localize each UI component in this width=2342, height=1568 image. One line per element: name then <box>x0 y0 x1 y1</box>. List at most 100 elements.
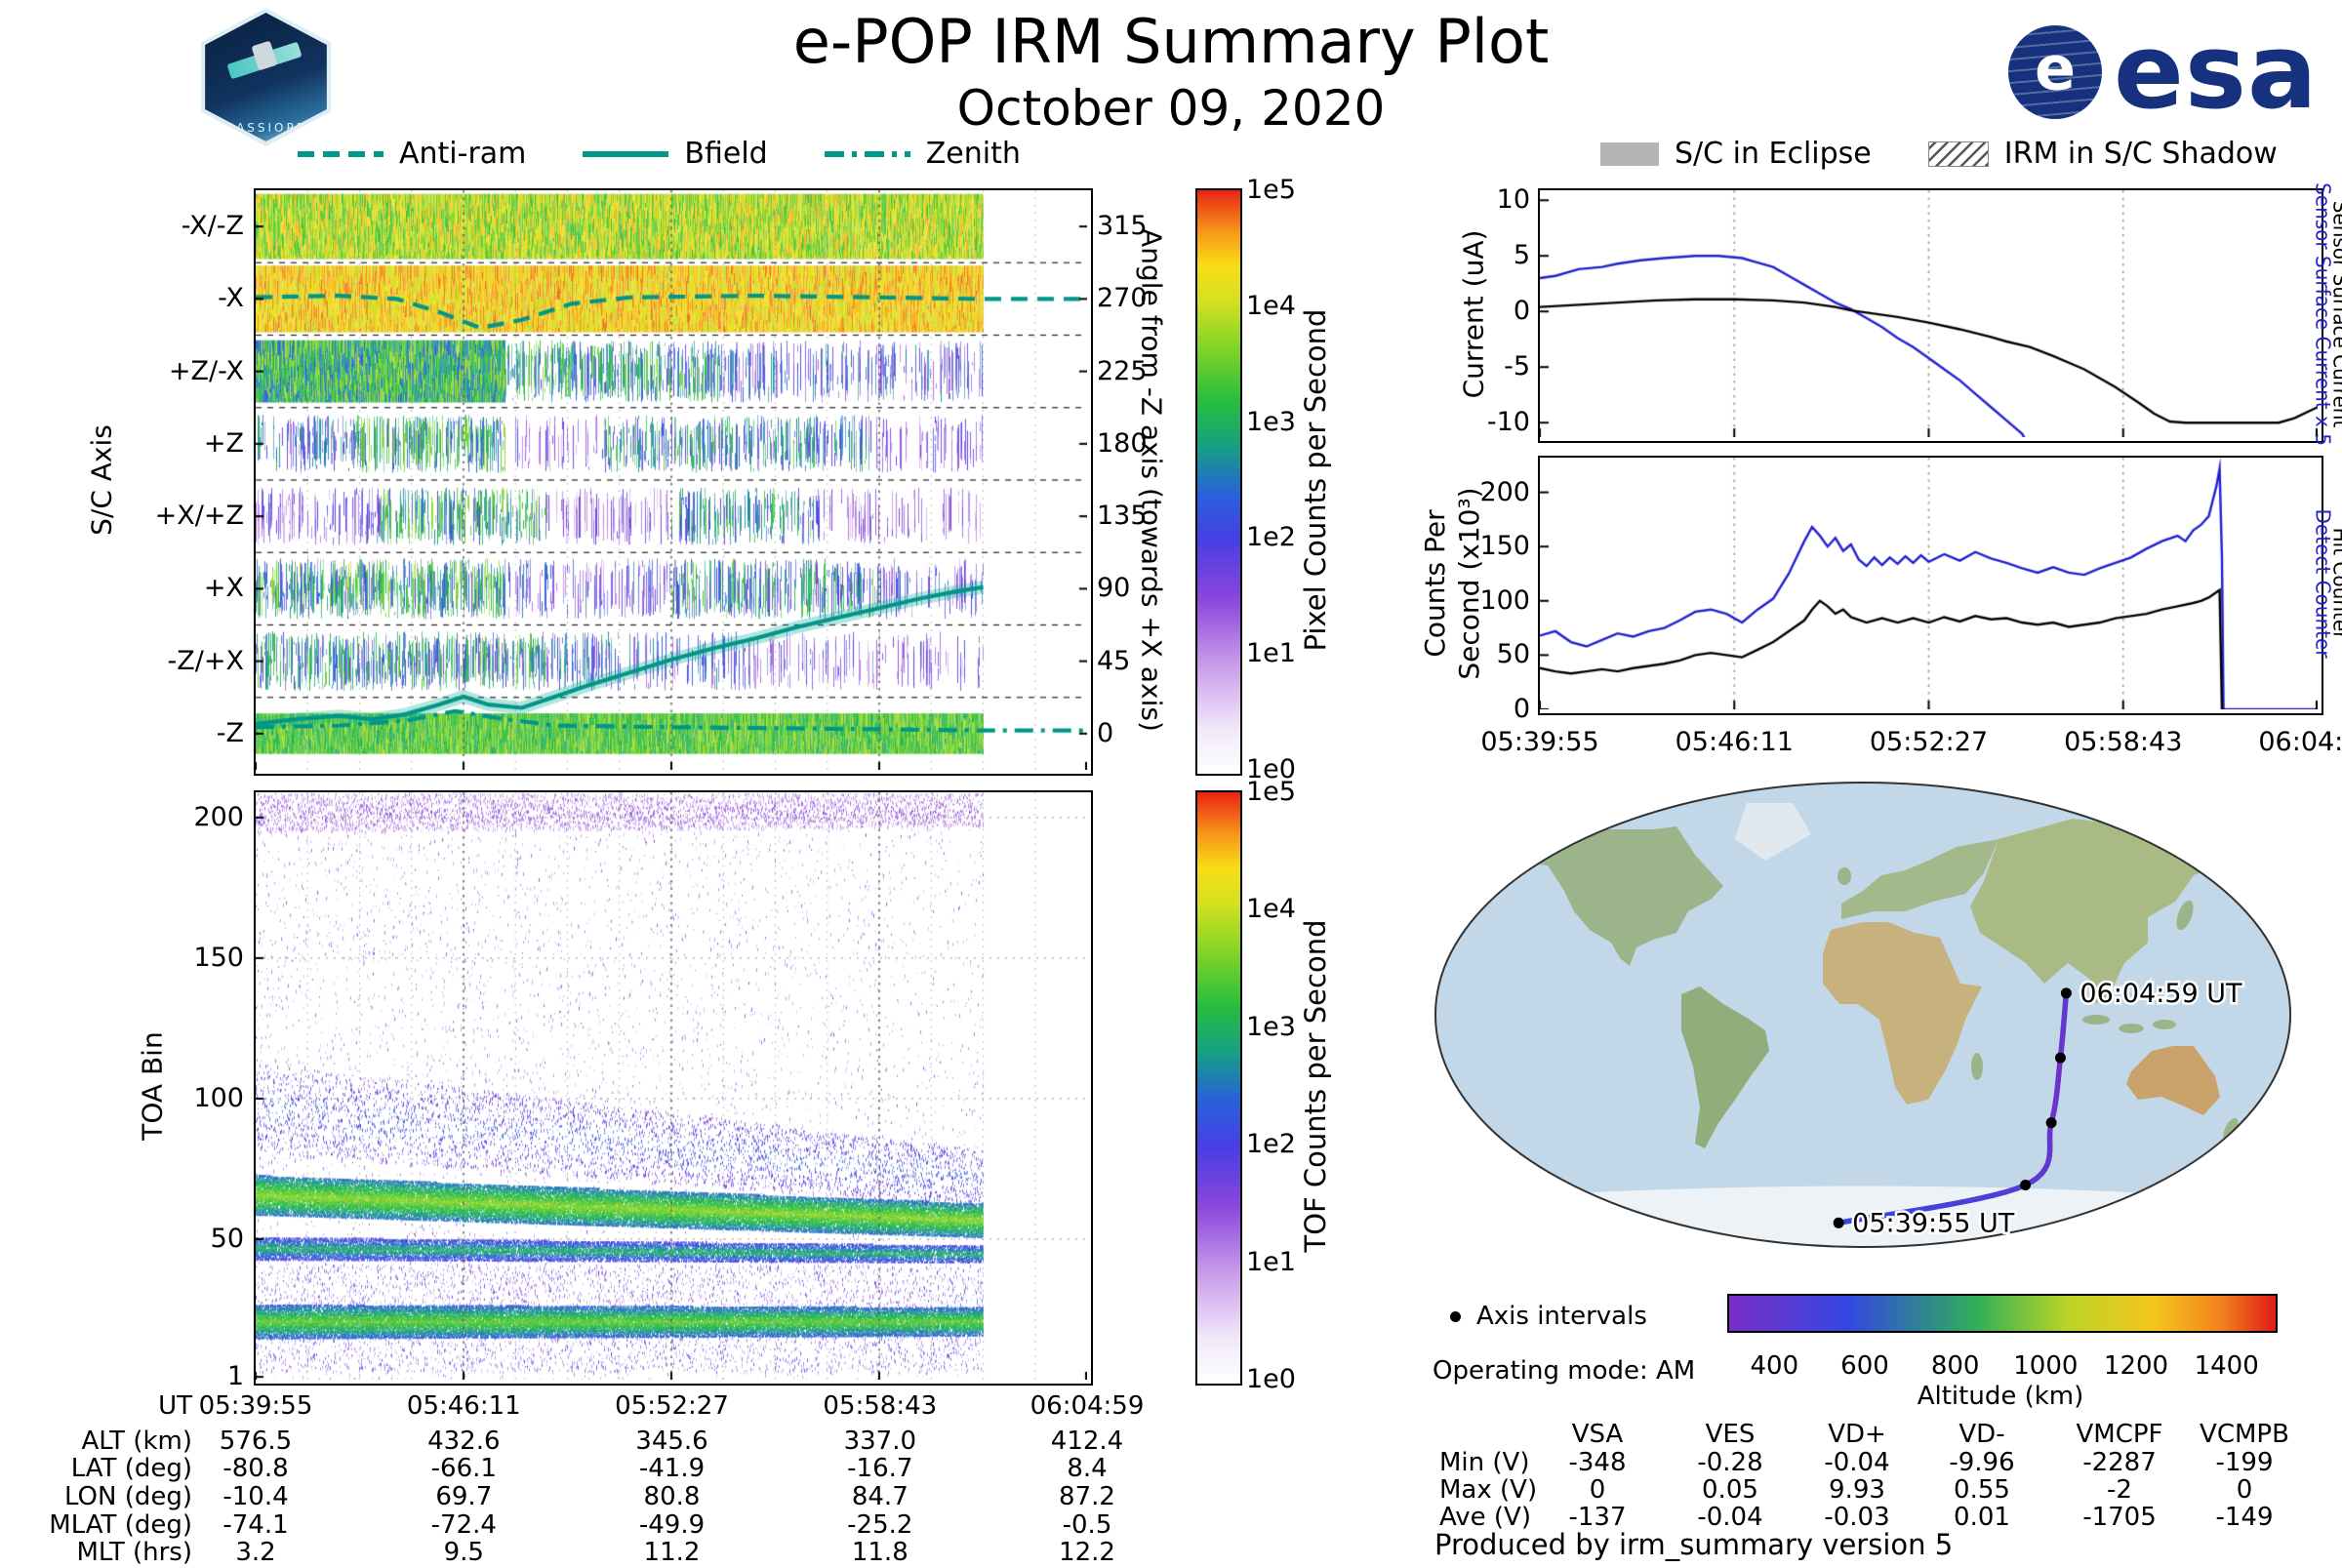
angle-axis-label: Angle from -Z axis (towards +X axis) <box>1135 228 1169 732</box>
current-tick: -10 <box>1487 406 1530 439</box>
track-time-label: 06:04:59 UT <box>2080 979 2242 1009</box>
counts-plot-canvas <box>1540 458 2318 709</box>
ephemeris-cell: 05:52:27 <box>615 1390 729 1423</box>
ephemeris-cell: 05:39:55 <box>199 1390 313 1423</box>
toa-spectrogram-canvas <box>256 792 1087 1380</box>
esa-logo: e esa <box>2008 12 2319 132</box>
legend-label-shadow: IRM in S/C Shadow <box>2004 137 2278 171</box>
axis-intervals-legend: Axis intervals <box>1450 1302 1647 1331</box>
sc-axis-tick: +X/+Z <box>155 500 244 533</box>
altitude-colorbar-gradient <box>1729 1296 2276 1331</box>
pixel-colorbar-gradient <box>1197 190 1240 774</box>
cassiope-mission-patch-icon: CASSIOPE <box>190 8 342 146</box>
ephemeris-cell: 8.4 <box>1067 1453 1107 1485</box>
esa-globe-icon: e <box>2008 25 2102 119</box>
altitude-tick: 400 <box>1751 1350 1799 1383</box>
counts-tick: 0 <box>1514 693 1530 726</box>
voltage-header: VES <box>1706 1419 1756 1451</box>
tof-colorbar-label: TOF Counts per Second <box>1298 919 1333 1252</box>
tof-colorbar-gradient <box>1197 792 1240 1384</box>
esa-letter: e <box>2035 32 2076 103</box>
altitude-tick: 1000 <box>2013 1350 2078 1383</box>
pixel-colorbar-tick: 1e5 <box>1246 174 1296 207</box>
sc-axis-tick: +Z/-X <box>169 355 244 388</box>
current-plot-panel <box>1538 188 2323 443</box>
altitude-tick: 600 <box>1840 1350 1889 1383</box>
ephemeris-cell: 87.2 <box>1059 1481 1115 1513</box>
legend-label-anti-ram: Anti-ram <box>399 137 526 171</box>
sc-axis-tick: +Z <box>204 427 244 461</box>
island-madagascar <box>1971 1053 1983 1080</box>
pointing-legend: Anti-ram Bfield Zenith <box>298 137 1077 171</box>
pixel-colorbar-tick: 1e4 <box>1246 290 1296 323</box>
ephemeris-cell: 05:58:43 <box>823 1390 937 1423</box>
interval-dot-icon <box>1450 1311 1461 1322</box>
pixel-colorbar-label: Pixel Counts per Second <box>1298 309 1333 652</box>
voltage-header: VD- <box>1958 1419 2004 1451</box>
track-interval-dot <box>2061 987 2072 998</box>
ephemeris-cell: 05:46:11 <box>407 1390 521 1423</box>
counts-tick: 150 <box>1479 530 1530 563</box>
ground-track-map: 05:39:55 UT 06:04:59 UT <box>1431 779 2295 1253</box>
ephemeris-cell: -10.4 <box>222 1481 288 1513</box>
current-tick: 10 <box>1497 183 1530 217</box>
altitude-tick: 1400 <box>2195 1350 2259 1383</box>
voltage-row-label: Ave (V) <box>1439 1502 1531 1534</box>
island-indonesia-1 <box>2082 1015 2110 1025</box>
zenith-dashdot-line-icon <box>825 149 910 159</box>
counts-tick: 50 <box>1497 639 1530 672</box>
island-indonesia-3 <box>2153 1020 2176 1029</box>
ephemeris-row-label: MLT (hrs) <box>77 1537 193 1568</box>
altitude-colorbar <box>1727 1294 2278 1333</box>
ephemeris-row-label: UT <box>158 1390 192 1423</box>
ephemeris-row-label: LAT (deg) <box>71 1453 192 1485</box>
pixel-colorbar-tick: 1e1 <box>1246 637 1296 670</box>
pixel-colorbar-tick: 1e3 <box>1246 406 1296 439</box>
pixel-colorbar <box>1195 188 1242 776</box>
track-interval-dot <box>1834 1218 1844 1228</box>
toa-tick: 200 <box>193 801 244 834</box>
tof-colorbar <box>1195 790 1242 1386</box>
voltage-cell: -137 <box>1568 1502 1626 1534</box>
pixel-spectrogram-panel <box>254 188 1093 776</box>
current-plot-canvas <box>1540 190 2318 437</box>
tof-colorbar-tick: 1e3 <box>1246 1011 1296 1044</box>
time-tick: 05:39:55 <box>1480 726 1598 759</box>
ephemeris-cell: -80.8 <box>222 1453 288 1485</box>
tof-colorbar-tick: 1e1 <box>1246 1246 1296 1279</box>
eclipse-swatch-icon <box>1600 142 1659 166</box>
counts-plot-panel <box>1538 456 2323 715</box>
voltage-header: VCMPB <box>2200 1419 2289 1451</box>
altitude-tick: 1200 <box>2104 1350 2168 1383</box>
legend-label-eclipse: S/C in Eclipse <box>1675 137 1872 171</box>
current-tick: 5 <box>1514 239 1530 272</box>
page-date: October 09, 2020 <box>957 80 1386 137</box>
time-tick: 05:52:27 <box>1870 726 1988 759</box>
ephemeris-cell: 80.8 <box>644 1481 701 1513</box>
current-tick: 0 <box>1514 295 1530 328</box>
operating-mode: Operating mode: AM <box>1433 1356 1695 1386</box>
angle-tick: 45 <box>1097 645 1130 678</box>
ephemeris-cell: -41.9 <box>639 1453 705 1485</box>
voltage-cell: -1705 <box>2082 1502 2157 1534</box>
time-tick: 05:58:43 <box>2064 726 2182 759</box>
hit-counter-label: Hit Counter <box>2328 528 2342 640</box>
toa-spectrogram-panel <box>254 790 1093 1386</box>
page-title: e-POP IRM Summary Plot <box>793 6 1550 77</box>
ephemeris-row-label: LON (deg) <box>64 1481 192 1513</box>
ephemeris-cell: 84.7 <box>852 1481 909 1513</box>
track-time-label: 05:39:55 UT <box>1852 1208 2015 1238</box>
pixel-spectrogram-canvas <box>256 190 1087 770</box>
anti-ram-dashed-line-icon <box>298 149 384 159</box>
legend-zenith: Zenith <box>825 137 1021 171</box>
esa-wordmark: esa <box>2114 12 2319 132</box>
pixel-colorbar-tick: 1e2 <box>1246 522 1296 555</box>
voltage-cell: -0.04 <box>1697 1502 1762 1534</box>
ephemeris-cell: 3.2 <box>235 1537 275 1568</box>
angle-tick: 90 <box>1097 573 1130 606</box>
legend-bfield: Bfield <box>583 137 767 171</box>
axis-intervals-label: Axis intervals <box>1476 1302 1647 1331</box>
ephemeris-cell: -16.7 <box>847 1453 912 1485</box>
voltage-header: VD+ <box>1828 1419 1886 1451</box>
